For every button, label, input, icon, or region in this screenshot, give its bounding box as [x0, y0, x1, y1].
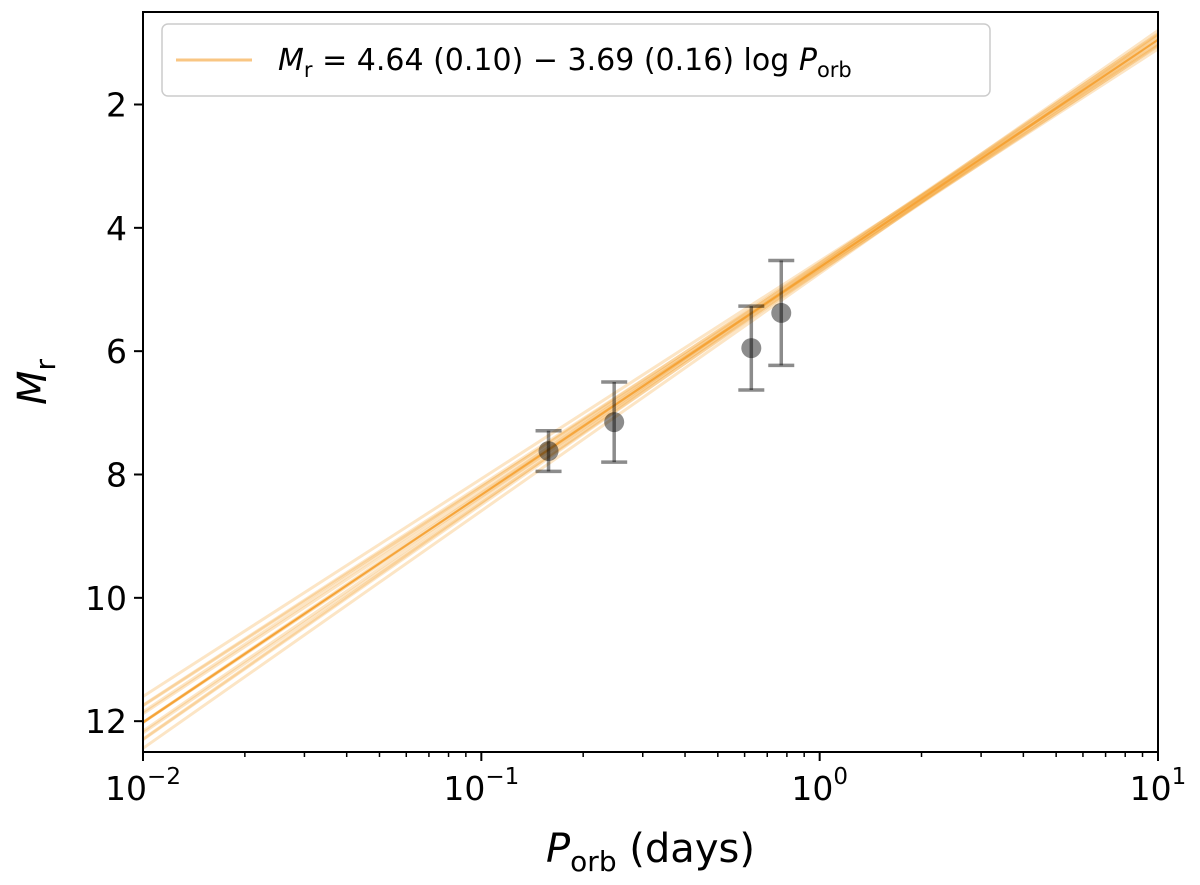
- fit-sample-line: [143, 47, 1158, 708]
- y-tick-label: 8: [106, 456, 127, 495]
- fit-sample-line: [143, 42, 1158, 698]
- data-point-group: [601, 380, 628, 464]
- x-tick-label: 101: [1130, 764, 1187, 808]
- legend-p: P: [799, 43, 818, 78]
- data-point-group: [535, 428, 562, 474]
- fit-line: [143, 38, 1158, 724]
- y-tick-label: 6: [106, 332, 127, 371]
- legend-label: Mr = 4.64 (0.10) − 3.69 (0.16) log Porb: [278, 43, 852, 82]
- data-point: [538, 441, 559, 462]
- x-axis-label: Porb (days): [546, 826, 755, 878]
- legend-m-sub: r: [304, 58, 313, 82]
- y-tick-label: 10: [85, 579, 127, 618]
- fit-sample-line: [143, 44, 1158, 716]
- x-axis-label-main: P: [546, 826, 571, 872]
- y-tick-label: 4: [106, 209, 127, 248]
- legend-box: [161, 23, 991, 97]
- data-points: [535, 258, 795, 474]
- legend-equation: = 4.64 (0.10) − 3.69 (0.16) log: [313, 43, 799, 78]
- data-point-group: [738, 304, 765, 392]
- x-axis-label-sub: orb: [570, 845, 616, 878]
- legend: Mr = 4.64 (0.10) − 3.69 (0.16) log Porb: [161, 23, 991, 97]
- y-axis-ticks: 2 4 6 8 10 12: [85, 86, 143, 741]
- fit-band: [143, 29, 1158, 750]
- plot-frame: [142, 11, 1159, 753]
- x-tick-label: 100: [791, 764, 848, 808]
- y-axis-label: Mr: [10, 359, 62, 406]
- x-axis-label-tail: (days): [617, 826, 755, 872]
- data-point-group: [768, 258, 795, 368]
- y-tick-label: 2: [106, 86, 127, 125]
- fit-sample-line: [143, 33, 1158, 741]
- fit-sample-line: [143, 43, 1158, 707]
- y-axis-label-sub: r: [29, 359, 62, 371]
- x-tick-label: 10−2: [105, 764, 181, 808]
- fit-sample-line: [143, 37, 1158, 714]
- data-point: [771, 302, 792, 323]
- data-point: [741, 338, 762, 359]
- x-axis-ticks: 10−2 10−1 100 101: [105, 752, 1186, 808]
- fit-sample-line: [143, 29, 1158, 741]
- y-tick-label: 12: [85, 702, 127, 741]
- fit-sample-line: [143, 32, 1158, 733]
- x-tick-label: 10−1: [443, 764, 519, 808]
- y-axis-label-main: M: [10, 371, 56, 406]
- fit-sample-line: [143, 34, 1158, 750]
- data-point: [604, 412, 625, 433]
- legend-m: M: [278, 43, 304, 78]
- legend-p-sub: orb: [817, 58, 852, 82]
- fit-sample-line: [143, 39, 1158, 735]
